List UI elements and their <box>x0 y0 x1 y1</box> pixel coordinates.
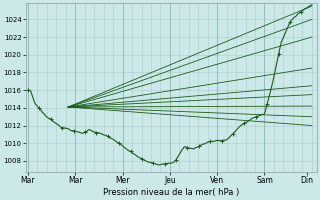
X-axis label: Pression niveau de la mer( hPa ): Pression niveau de la mer( hPa ) <box>103 188 239 197</box>
